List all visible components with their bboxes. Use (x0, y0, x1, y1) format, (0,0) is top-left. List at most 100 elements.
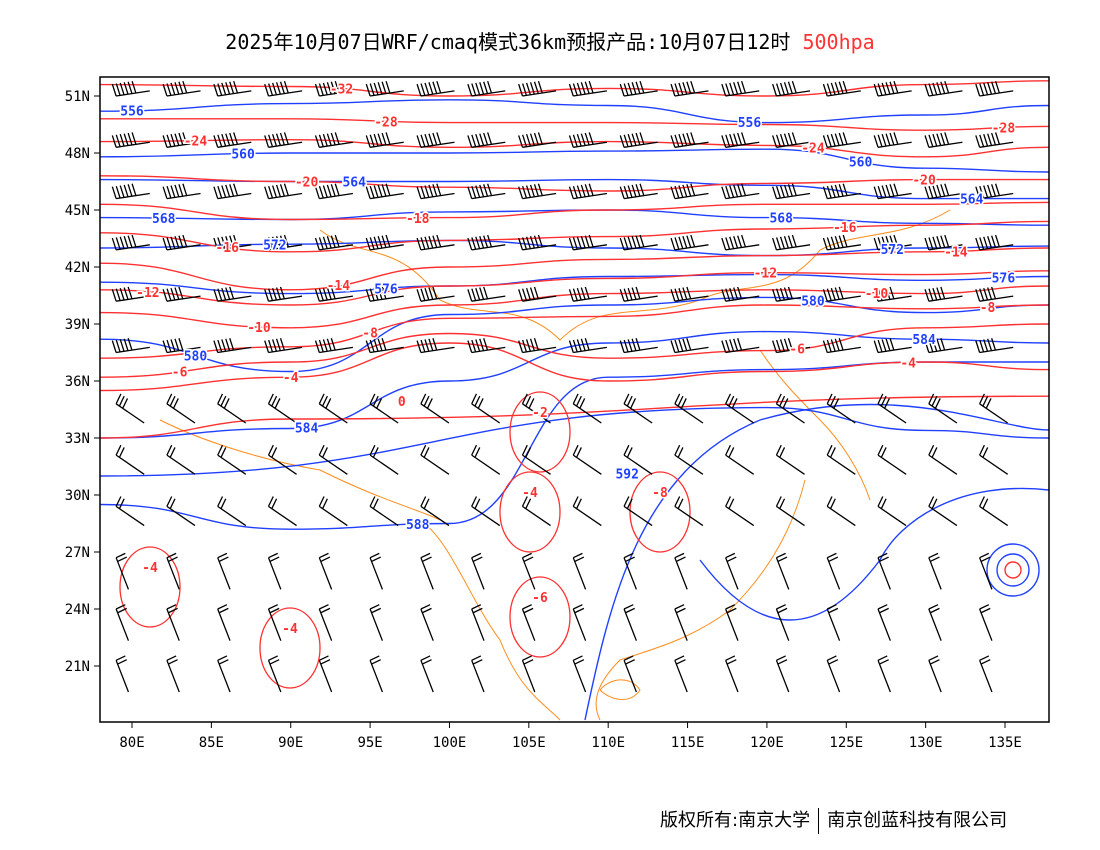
temp-contour-label: -8 (652, 486, 668, 501)
wind-barb (928, 496, 958, 527)
wind-barb (471, 444, 501, 475)
temp-contour-label: -12 (136, 286, 159, 301)
wind-barb (725, 496, 755, 527)
height-contour-line (699, 487, 1049, 621)
wind-barb (365, 286, 404, 302)
wind-barb (264, 338, 303, 354)
wind-barb (267, 552, 282, 590)
wind-barb (877, 496, 907, 527)
wind-barb (264, 132, 303, 148)
wind-barb (725, 604, 739, 641)
wind-barb (725, 552, 739, 590)
wind-barb (772, 183, 811, 200)
wind-barb (568, 80, 607, 97)
wind-barb (115, 604, 130, 641)
wind-barb (721, 80, 760, 97)
wind-barb (928, 604, 942, 641)
wind-barb (619, 183, 658, 200)
height-contour-line (100, 273, 1049, 295)
wind-barb (721, 286, 760, 302)
wind-barb (928, 655, 942, 693)
lon-tick-label: 115E (671, 735, 705, 751)
wind-barb (623, 393, 653, 424)
temp-contour-label: -18 (406, 212, 430, 227)
wind-barb (369, 496, 399, 527)
lon-tick-label: 120E (750, 735, 784, 751)
temp-contour-label: -8 (362, 327, 378, 342)
copyright-text: 版权所有:南京大学 (660, 810, 811, 831)
wind-barb (619, 286, 658, 302)
contour-labels: -2 -4 -6 -8 -4 -4 556 556 560 560 564 564 568 568 572 5… (119, 81, 1017, 638)
wind-barb (314, 132, 354, 148)
wind-barb (111, 132, 150, 148)
wind-barb (521, 655, 536, 693)
wind-barb (568, 183, 607, 200)
temp-contour-line (100, 270, 1049, 306)
wind-barb (318, 496, 348, 527)
border-line (599, 679, 641, 700)
wind-barb (521, 552, 536, 590)
wind-barb (826, 604, 841, 641)
wind-barb (568, 338, 607, 354)
temp-contour-label: -6 (172, 366, 188, 381)
wind-barb (166, 393, 196, 424)
wind-barb (670, 338, 709, 354)
temp-contour-line (100, 201, 1049, 221)
wind-barb (979, 604, 993, 641)
wind-barb (217, 393, 247, 424)
wind-barb (217, 444, 247, 475)
temp-contour-loop (629, 471, 691, 553)
wind-barb (416, 286, 455, 302)
wind-barb (674, 552, 688, 590)
lat-tick-label: 24N (65, 602, 90, 618)
wind-barb (318, 604, 333, 641)
wind-barb (420, 444, 450, 475)
height-contour-label: 560 (849, 155, 873, 170)
wind-barb (623, 655, 637, 693)
height-contour-label: 584 (295, 421, 319, 436)
wind-barb (721, 338, 760, 354)
temp-contour-label: -4 (900, 356, 916, 371)
wind-barb (572, 393, 602, 424)
wind-barb (115, 552, 130, 590)
wind-barb (775, 393, 805, 424)
temp-contour-label: 0 (398, 395, 406, 410)
wind-barb (877, 393, 907, 424)
temp-contour-label: -14 (944, 245, 968, 260)
height-contour-label: 564 (342, 176, 366, 191)
country-borders (159, 209, 951, 721)
temp-contour-loop (119, 546, 181, 628)
geopotential-height-contours (100, 99, 1049, 721)
wind-barb (670, 80, 709, 97)
wind-barb (979, 444, 1009, 475)
wind-barb (772, 338, 811, 354)
temp-contour-label: -8 (980, 301, 996, 316)
wind-barb (572, 444, 602, 475)
temp-contour-loop (509, 576, 571, 658)
lat-tick-label: 27N (65, 545, 90, 561)
temp-contour-label: -10 (865, 287, 889, 302)
wind-barb (471, 393, 501, 424)
wind-barb (213, 234, 252, 251)
wind-barb (264, 80, 303, 97)
wind-barb (115, 655, 130, 693)
wind-barb (115, 393, 145, 424)
wind-barb (267, 496, 297, 527)
temp-contour-line (100, 323, 1049, 378)
wind-barb (775, 604, 790, 641)
wind-barb (975, 132, 1014, 148)
wind-barb (772, 132, 811, 148)
wind-barb (416, 338, 455, 354)
wind-barb (568, 132, 607, 148)
wind-barb (217, 552, 231, 590)
wind-barb (166, 655, 180, 693)
temp-contour-loop (509, 391, 571, 473)
wind-barb (674, 496, 704, 527)
wind-barb (111, 286, 150, 302)
wind-barb (725, 655, 739, 693)
wind-barb (979, 496, 1009, 527)
lat-tick-label: 33N (65, 431, 90, 447)
lon-tick-label: 80E (119, 735, 144, 751)
height-contour-label: 568 (769, 212, 793, 227)
wind-barb (822, 132, 861, 148)
